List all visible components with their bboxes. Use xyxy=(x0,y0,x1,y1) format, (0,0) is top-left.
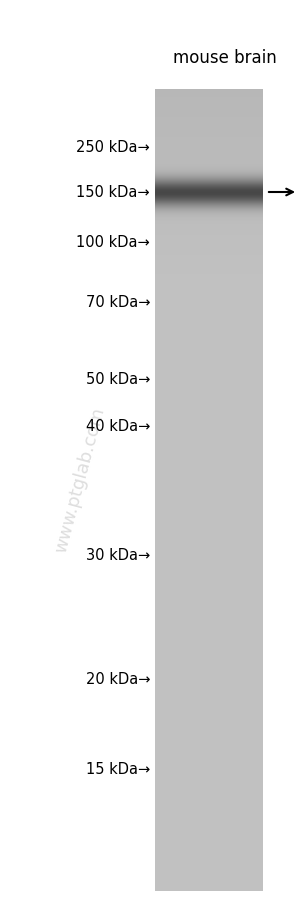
Text: 40 kDa→: 40 kDa→ xyxy=(85,419,150,434)
Text: 100 kDa→: 100 kDa→ xyxy=(76,235,150,250)
Text: www.ptglab.com: www.ptglab.com xyxy=(52,405,108,554)
Text: 50 kDa→: 50 kDa→ xyxy=(85,373,150,387)
Text: 150 kDa→: 150 kDa→ xyxy=(76,185,150,200)
Text: 20 kDa→: 20 kDa→ xyxy=(85,672,150,686)
Text: 70 kDa→: 70 kDa→ xyxy=(85,295,150,310)
Text: 250 kDa→: 250 kDa→ xyxy=(76,141,150,155)
Text: mouse brain: mouse brain xyxy=(173,49,277,67)
Text: 15 kDa→: 15 kDa→ xyxy=(86,761,150,777)
Text: 30 kDa→: 30 kDa→ xyxy=(86,548,150,563)
